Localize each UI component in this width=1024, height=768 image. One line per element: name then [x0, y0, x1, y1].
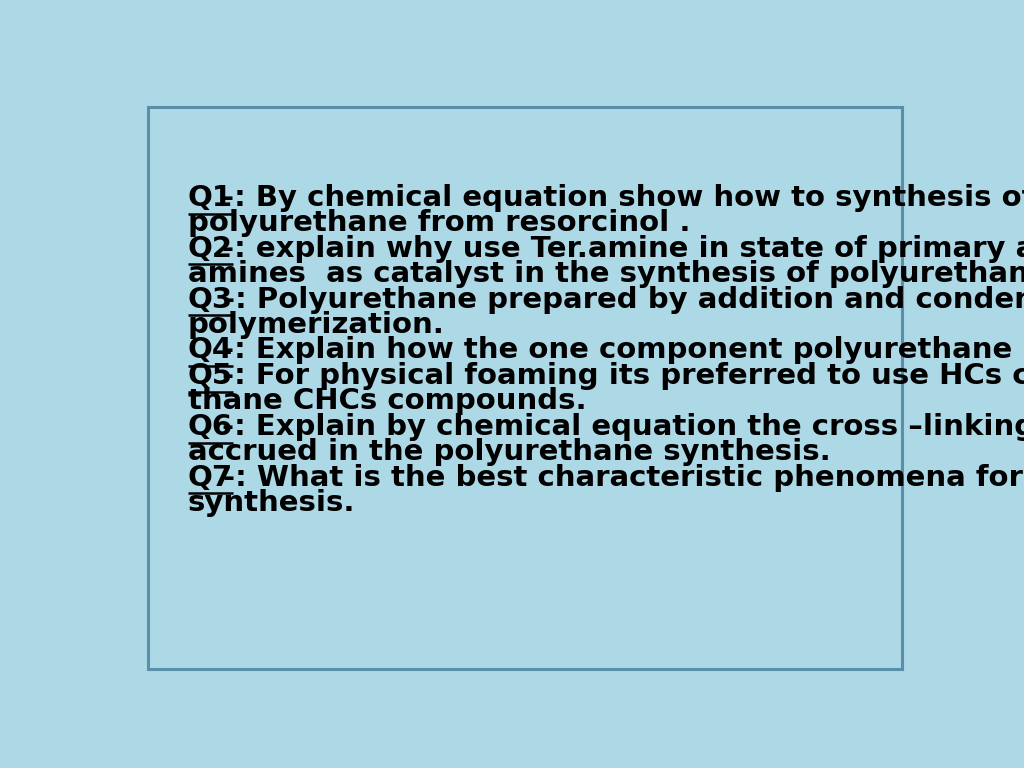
Text: Q5: Q5: [187, 362, 232, 390]
Text: thane CHCs compounds.: thane CHCs compounds.: [187, 387, 586, 415]
Text: -: Explain how the one component polyurethane be cured .: -: Explain how the one component polyure…: [222, 336, 1024, 365]
Text: amines  as catalyst in the synthesis of polyurethane .: amines as catalyst in the synthesis of p…: [187, 260, 1024, 288]
Text: Q6: Q6: [187, 412, 232, 441]
Text: -: What is the best characteristic phenomena for polyurethane: -: What is the best characteristic pheno…: [222, 464, 1024, 492]
Text: -: For physical foaming its preferred to use HCs compounds more: -: For physical foaming its preferred to…: [222, 362, 1024, 390]
Text: synthesis.: synthesis.: [187, 489, 355, 517]
Text: Q4: Q4: [187, 336, 232, 365]
Text: Q2: Q2: [187, 235, 232, 263]
Text: accrued in the polyurethane synthesis.: accrued in the polyurethane synthesis.: [187, 439, 830, 466]
Text: Q3: Q3: [187, 286, 232, 313]
Text: -: explain why use Ter.amine in state of primary and secondary: -: explain why use Ter.amine in state of…: [222, 235, 1024, 263]
Text: -: Polyurethane prepared by addition and condensation: -: Polyurethane prepared by addition and…: [222, 286, 1024, 313]
Text: polyurethane from resorcinol .: polyurethane from resorcinol .: [187, 209, 690, 237]
Text: -: By chemical equation show how to synthesis of unsaturated: -: By chemical equation show how to synt…: [222, 184, 1024, 212]
Text: -: Explain by chemical equation the cross –linking reaction: -: Explain by chemical equation the cros…: [222, 412, 1024, 441]
Text: Q7: Q7: [187, 464, 232, 492]
Text: polymerization.: polymerization.: [187, 311, 444, 339]
Text: Q1: Q1: [187, 184, 232, 212]
